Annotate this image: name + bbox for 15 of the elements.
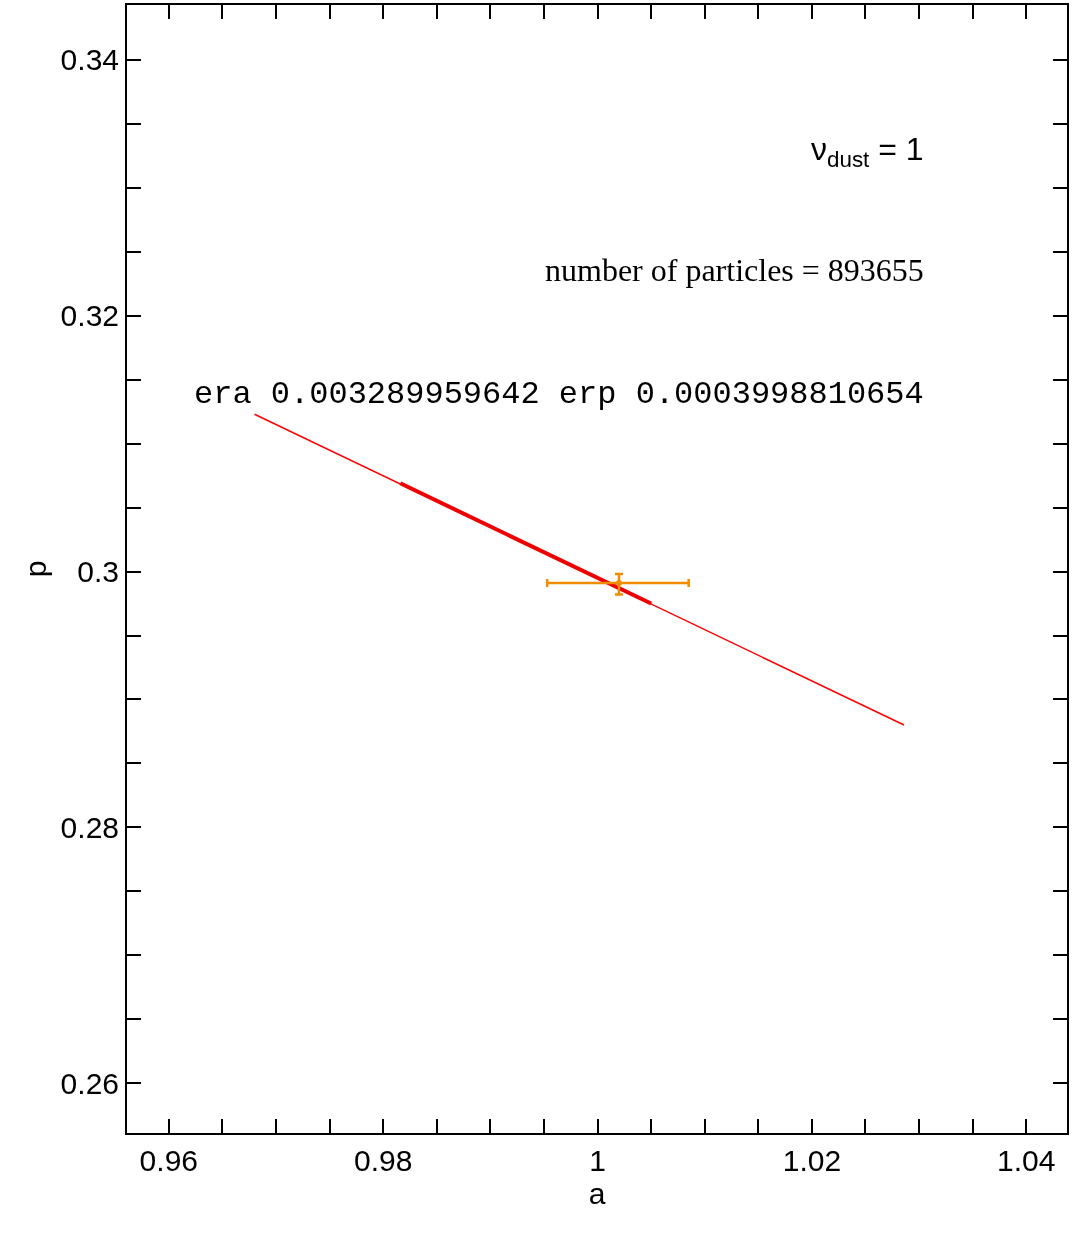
y-tick-label: 0.34 — [60, 43, 119, 77]
annotation: number of particles = 893655 — [545, 252, 924, 288]
y-tick-label: 0.32 — [60, 299, 119, 333]
annotation: ν$_{dust}$ = 1 — [811, 131, 924, 172]
x-tick-label: 0.96 — [139, 1144, 198, 1177]
x-tick-label: 0.98 — [353, 1144, 413, 1177]
x-tick-label: 1.02 — [782, 1144, 842, 1177]
x-axis-title: a — [588, 1177, 606, 1210]
y-axis-title: p — [19, 560, 53, 578]
y-tick-label: 0.28 — [60, 810, 119, 844]
x-tick-label: 1.04 — [997, 1144, 1056, 1177]
y-tick-label: 0.26 — [60, 1066, 119, 1100]
annotation: era 0.003289959642 erp 0.0003998810654 — [194, 376, 924, 413]
x-tick-label: 1 — [589, 1144, 606, 1177]
y-tick-label: 0.3 — [77, 555, 119, 589]
